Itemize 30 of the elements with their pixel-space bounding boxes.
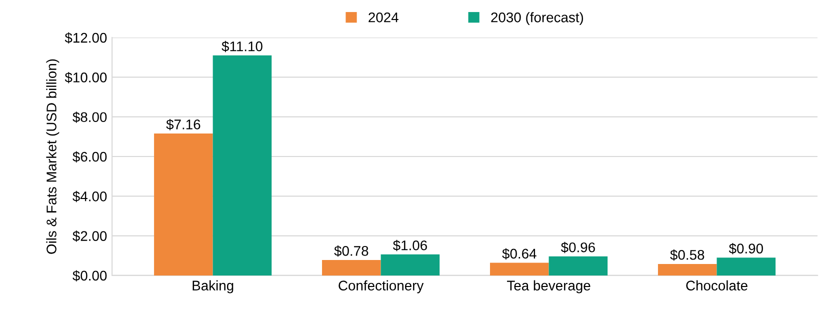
data-label: $0.90 — [728, 243, 763, 254]
y-tick-label: $12.00 — [64, 32, 107, 44]
data-label: $0.64 — [502, 248, 536, 260]
legend-label: 2030 (forecast) — [491, 12, 584, 26]
y-tick-label: $10.00 — [64, 72, 107, 84]
bar — [322, 260, 381, 276]
data-label: $0.58 — [670, 249, 704, 261]
y-tick-label: $4.00 — [72, 190, 107, 202]
data-label: $11.10 — [222, 40, 262, 52]
bar — [658, 264, 717, 276]
x-tick-label: Baking — [192, 280, 234, 294]
x-tick-label: Chocolate — [686, 280, 748, 291]
x-tick-label: Tea beverage — [507, 280, 590, 294]
data-label: $1.06 — [392, 240, 427, 252]
y-tick-label: $2.00 — [72, 230, 107, 242]
bar — [548, 256, 608, 276]
bar — [716, 258, 776, 276]
data-label: $0.78 — [334, 245, 368, 257]
legend-label: 2024 — [368, 12, 398, 22]
data-label: $7.16 — [166, 118, 200, 130]
data-label: $0.96 — [560, 242, 595, 254]
bar — [490, 262, 549, 276]
y-axis-title: Oils & Fats Market (USD billion) — [46, 59, 60, 254]
y-tick-label: $6.00 — [72, 151, 107, 162]
bar — [154, 134, 213, 276]
y-tick-label: $8.00 — [72, 112, 107, 123]
bar — [380, 254, 440, 276]
y-tick-label: $0.00 — [72, 270, 107, 282]
bar — [212, 55, 272, 276]
x-tick-label: Confectionery — [338, 280, 424, 294]
